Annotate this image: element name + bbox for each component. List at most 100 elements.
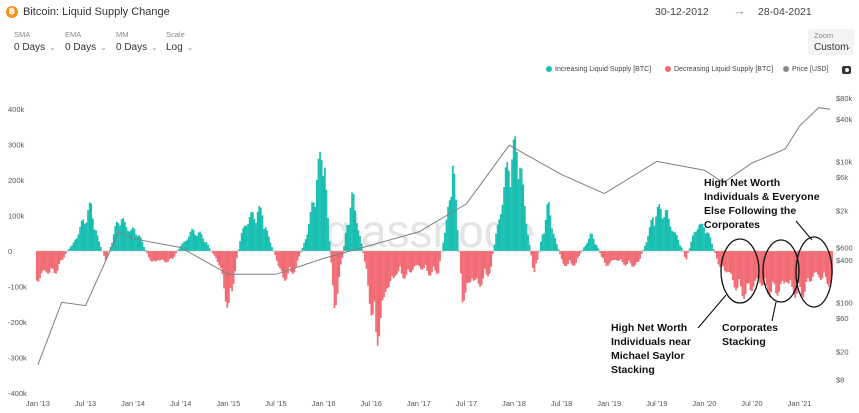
supply-change-bar (644, 246, 646, 251)
y-left-tick-label: 300k (8, 141, 25, 150)
supply-change-bar (554, 238, 557, 251)
supply-change-bar (218, 251, 221, 266)
supply-change-bar (239, 241, 241, 251)
ema-select[interactable]: EMA 0 Days ⌄ (65, 30, 107, 53)
supply-change-bar (775, 251, 777, 294)
supply-change-bar (60, 251, 62, 261)
supply-change-bar (279, 251, 281, 269)
supply-change-bar (45, 251, 48, 273)
price-line (37, 107, 831, 365)
date-from-input[interactable]: 30-12-2012 (655, 6, 709, 18)
supply-change-bar (144, 250, 147, 251)
supply-change-bar (63, 251, 65, 258)
supply-change-bar (280, 251, 283, 272)
supply-change-bar (199, 231, 201, 251)
date-to-input[interactable]: 28-04-2021 (758, 6, 812, 18)
supply-change-bar (580, 251, 582, 254)
supply-change-bar (597, 248, 600, 251)
supply-change-bar (274, 251, 277, 256)
supply-change-bar (652, 217, 654, 251)
supply-change-bar (664, 210, 667, 251)
supply-change-bar (546, 204, 549, 251)
supply-change-bar (468, 251, 470, 283)
scale-select[interactable]: Scale Log ⌄ (166, 30, 193, 53)
supply-change-bar (168, 251, 171, 260)
supply-change-bar (538, 251, 541, 252)
supply-change-bar (511, 159, 513, 251)
supply-change-bar (493, 244, 496, 251)
supply-change-bar (260, 207, 262, 251)
supply-change-bar (594, 244, 597, 251)
chevron-down-icon: ⌄ (845, 42, 852, 51)
supply-change-bar (52, 251, 54, 269)
supply-change-bar (229, 251, 232, 288)
supply-change-bar (506, 162, 509, 251)
supply-change-bar (512, 139, 515, 251)
supply-change-bar (663, 217, 665, 251)
supply-change-bar (696, 229, 699, 251)
legend-item-decreasing[interactable]: Decreasing Liquid Supply [BTC] (665, 66, 773, 73)
supply-change-bar (624, 251, 627, 266)
supply-change-bar (375, 251, 377, 333)
supply-change-bar (397, 251, 400, 272)
supply-change-bar (756, 251, 758, 279)
mm-value: 0 Days ⌄ (116, 42, 158, 53)
supply-change-bar (237, 249, 240, 251)
supply-change-bar (124, 221, 126, 251)
supply-change-bar (607, 251, 609, 266)
supply-change-bar (359, 236, 361, 251)
supply-change-bar (384, 251, 387, 292)
sma-select[interactable]: SMA 0 Days ⌄ (14, 30, 56, 53)
supply-change-bar (730, 251, 733, 274)
supply-change-bar (706, 232, 709, 251)
supply-change-bar (613, 251, 616, 260)
mm-select[interactable]: MM 0 Days ⌄ (116, 30, 158, 53)
supply-change-bar (717, 251, 720, 265)
supply-change-bar (562, 251, 565, 264)
supply-change-bar (216, 251, 219, 262)
supply-change-bar (656, 207, 659, 251)
legend-item-price[interactable]: Price [USD] (783, 66, 829, 73)
supply-change-bar (692, 235, 694, 251)
supply-change-bar (301, 248, 304, 251)
supply-change-bar (87, 210, 89, 251)
supply-change-bar (508, 170, 510, 251)
supply-change-bar (80, 221, 83, 251)
supply-change-bar (544, 219, 547, 251)
supply-change-bar (445, 219, 448, 251)
supply-change-bar (744, 251, 747, 294)
supply-change-bar (362, 251, 365, 254)
supply-change-bar (84, 223, 86, 251)
zoom-select[interactable]: Zoom Custom ⌄ (808, 29, 854, 55)
supply-change-bar (133, 228, 136, 251)
supply-change-bar (600, 251, 603, 257)
y-left-tick-label: -200k (8, 318, 27, 327)
supply-change-bar (431, 251, 433, 273)
supply-change-bar (264, 227, 267, 251)
supply-change-bar (160, 251, 163, 260)
supply-change-bar (568, 251, 571, 260)
supply-change-bar (816, 251, 819, 275)
supply-change-bar (639, 251, 641, 259)
zoom-label: Zoom (814, 31, 834, 40)
supply-change-bar (818, 251, 821, 278)
supply-change-bar (548, 202, 550, 251)
supply-change-bar (208, 248, 211, 251)
supply-change-bar (492, 251, 494, 254)
x-tick-label: Jul '17 (456, 399, 477, 408)
supply-change-bar (629, 251, 632, 264)
chevron-down-icon: ⌄ (186, 43, 194, 52)
legend-item-increasing[interactable]: Increasing Liquid Supply [BTC] (546, 66, 651, 73)
camera-icon[interactable] (842, 66, 851, 74)
supply-change-bar (189, 231, 192, 251)
supply-change-bar (152, 251, 155, 261)
supply-change-bar (392, 251, 395, 279)
supply-change-bar (781, 251, 784, 281)
supply-change-bar (471, 251, 473, 279)
supply-change-bar (573, 251, 576, 266)
supply-change-bar (714, 251, 717, 253)
supply-change-bar (341, 251, 344, 259)
y-right-tick-label: $40k (836, 115, 853, 124)
scale-label: Scale (166, 30, 185, 39)
